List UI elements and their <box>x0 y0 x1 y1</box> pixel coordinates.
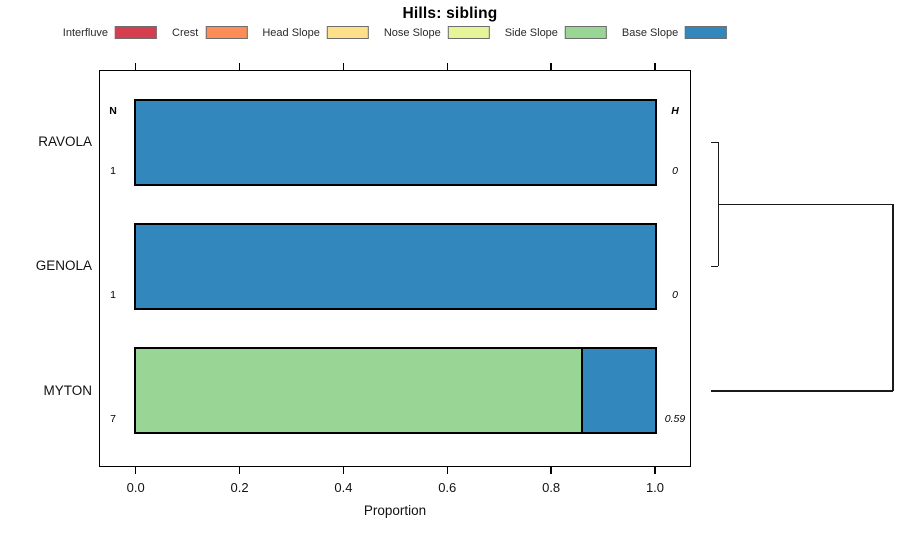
row-label-genola: GENOLA <box>35 258 92 273</box>
legend-swatch-icon <box>205 26 248 39</box>
bar-segment-base-slope <box>135 101 655 184</box>
axis-tick <box>342 467 345 474</box>
legend-item: Crest <box>172 26 248 39</box>
h-value: 0 <box>672 289 678 301</box>
legend-swatch-icon <box>115 26 158 39</box>
tick-label: 0.2 <box>230 480 249 495</box>
bar-segment-side-slope <box>135 349 581 432</box>
dendrogram-line <box>711 265 719 268</box>
tick-label: 0.6 <box>438 480 457 495</box>
n-column-header: N <box>109 105 117 117</box>
bar-segment-base-slope <box>135 225 655 308</box>
axis-tick <box>134 467 137 474</box>
legend-swatch-icon <box>685 26 728 39</box>
plot-area <box>99 70 691 467</box>
tick-label: 0.4 <box>334 480 353 495</box>
axis-tick <box>342 63 345 70</box>
axis-tick <box>446 63 449 70</box>
row-label-ravola: RAVOLA <box>38 134 92 149</box>
legend: Interfluve Crest Head Slope Nose Slope Side … <box>62 26 728 39</box>
legend-item: Head Slope <box>262 26 369 39</box>
bar-genola <box>133 223 657 310</box>
dendrogram-line <box>718 203 893 206</box>
axis-tick <box>238 63 241 70</box>
legend-label: Nose Slope <box>383 26 441 39</box>
tick-label: 0.0 <box>126 480 145 495</box>
n-value: 1 <box>110 289 116 301</box>
legend-item: Nose Slope <box>384 26 490 39</box>
legend-swatch-icon <box>326 26 369 39</box>
legend-label: Base Slope <box>621 26 679 39</box>
axis-tick <box>238 467 241 474</box>
axis-tick <box>550 467 552 474</box>
dendrogram-line <box>892 203 894 391</box>
bar-ravola <box>133 99 657 186</box>
legend-item: Interfluve <box>62 26 158 39</box>
axis-tick <box>134 63 137 70</box>
axis-tick <box>550 63 552 70</box>
dendrogram-line <box>711 390 893 392</box>
x-axis-label: Proportion <box>363 503 427 518</box>
row-label-myton: MYTON <box>43 382 92 398</box>
axis-tick <box>654 63 656 70</box>
legend-label: Side Slope <box>504 26 558 39</box>
legend-label: Crest <box>172 26 199 39</box>
legend-label: Head Slope <box>262 26 320 39</box>
legend-item: Side Slope <box>505 26 607 39</box>
h-column-header: H <box>671 105 679 117</box>
legend-label: Interfluve <box>62 26 109 39</box>
legend-swatch-icon <box>564 26 607 39</box>
chart-title: Hills: sibling <box>402 5 498 22</box>
h-value: 0 <box>672 165 678 177</box>
tick-label: 1.0 <box>645 480 665 495</box>
legend-item: Base Slope <box>621 26 728 39</box>
axis-tick <box>654 467 656 474</box>
n-value: 7 <box>110 413 116 425</box>
n-value: 1 <box>110 165 116 177</box>
dendrogram-line <box>711 141 719 144</box>
bar-segment-base-slope <box>580 349 655 432</box>
bar-myton <box>133 347 657 434</box>
h-value: 0.59 <box>664 413 686 425</box>
legend-swatch-icon <box>447 26 490 39</box>
tick-label: 0.8 <box>542 480 561 495</box>
axis-tick <box>446 467 449 474</box>
